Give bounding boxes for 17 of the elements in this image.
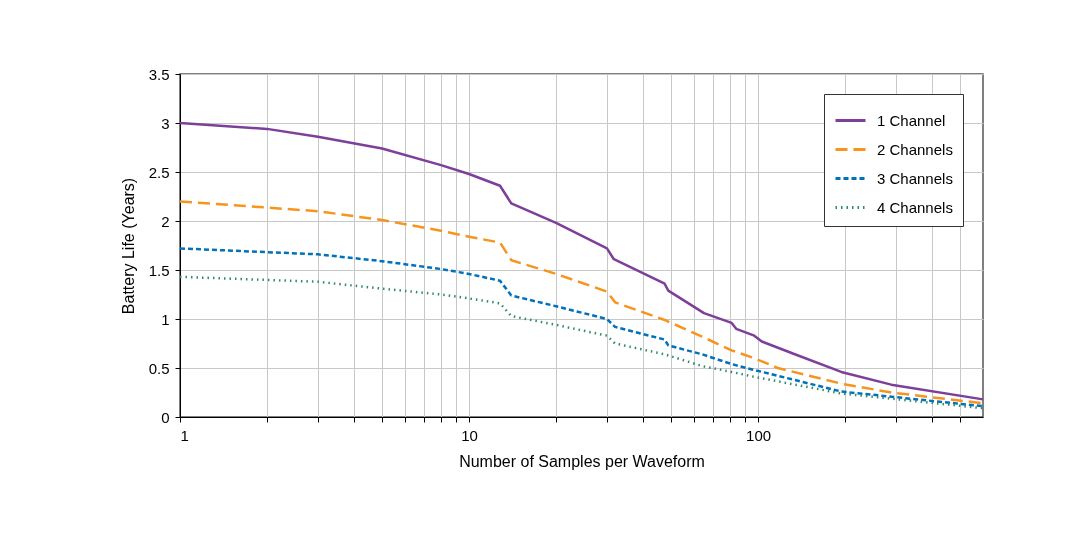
y-tick-label: 3.5 [148, 65, 170, 83]
x-tick-label: 100 [746, 426, 772, 444]
x-tick-label: 1 [180, 426, 189, 444]
y-tick-label: 2 [161, 212, 170, 230]
y-tick-label: 1 [161, 310, 170, 328]
legend-label: 3 Channels [877, 169, 953, 187]
legend-label: 1 Channel [877, 111, 946, 129]
x-tick-label: 10 [461, 426, 478, 444]
y-tick-label: 0 [161, 408, 170, 426]
legend-label: 4 Channels [877, 198, 953, 216]
y-tick-label: 1.5 [148, 261, 170, 279]
y-tick-label: 0.5 [148, 359, 170, 377]
y-axis-title: Battery Life (Years) [119, 177, 137, 315]
y-tick-label: 3 [161, 114, 170, 132]
y-tick-label: 2.5 [148, 163, 170, 181]
x-axis-title: Number of Samples per Waveform [459, 452, 705, 470]
legend-label: 2 Channels [877, 140, 953, 158]
